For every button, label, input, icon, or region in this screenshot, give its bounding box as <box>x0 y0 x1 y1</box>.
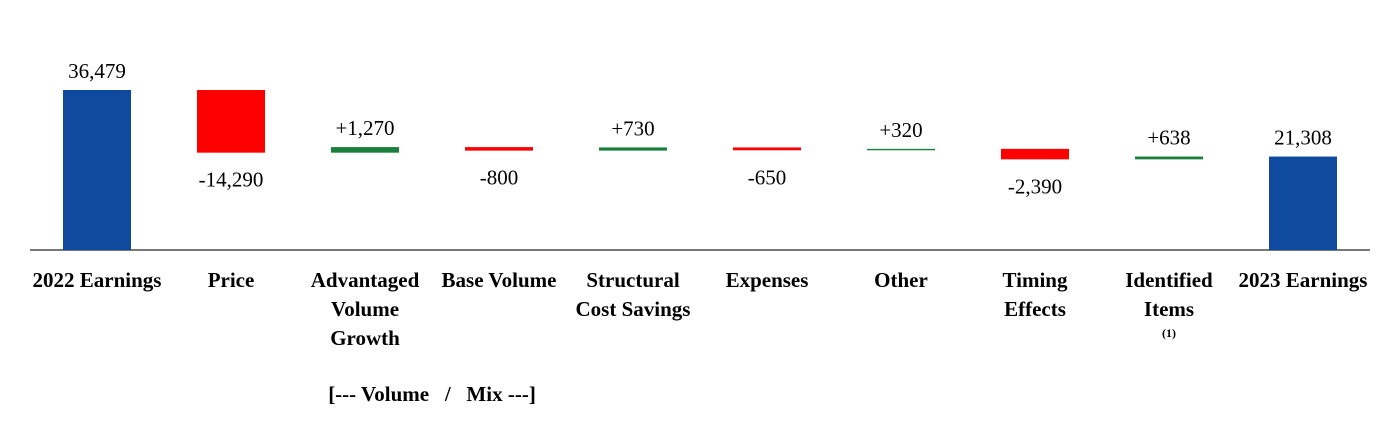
bar <box>1001 148 1069 160</box>
category-label: 2023 Earnings <box>1238 268 1368 292</box>
category-label: Expenses <box>725 268 809 292</box>
bar <box>197 90 265 153</box>
group-label: [--- Volume / Mix ---] <box>328 382 536 406</box>
category-label: Identified Items <box>1125 268 1213 321</box>
bar <box>331 147 399 153</box>
value-label: 36,479 <box>68 59 126 83</box>
category-label: Structural Cost Savings <box>575 268 691 321</box>
bar <box>63 90 131 250</box>
bar <box>1135 156 1203 160</box>
category-label: Timing Effects <box>1002 268 1068 321</box>
value-label: -650 <box>748 165 787 189</box>
category-label: Other <box>874 268 928 292</box>
value-label: +1,270 <box>335 116 394 140</box>
value-label: 21,308 <box>1274 126 1332 150</box>
value-label: -800 <box>480 166 519 190</box>
value-label: -14,290 <box>199 168 264 192</box>
bar <box>599 147 667 151</box>
bar <box>867 148 935 151</box>
value-label: -2,390 <box>1008 174 1062 198</box>
category-label: Advantaged Volume Growth <box>310 268 420 350</box>
bar <box>465 147 533 151</box>
value-label: +638 <box>1147 126 1190 150</box>
bar <box>733 147 801 151</box>
value-label: +320 <box>879 118 922 142</box>
category-label: Price <box>207 268 255 292</box>
category-label: 2022 Earnings <box>32 268 162 292</box>
value-label: +730 <box>611 116 654 140</box>
footnote-marker: (1) <box>1162 326 1176 340</box>
bar <box>1269 156 1337 250</box>
category-label: Base Volume <box>441 268 557 292</box>
